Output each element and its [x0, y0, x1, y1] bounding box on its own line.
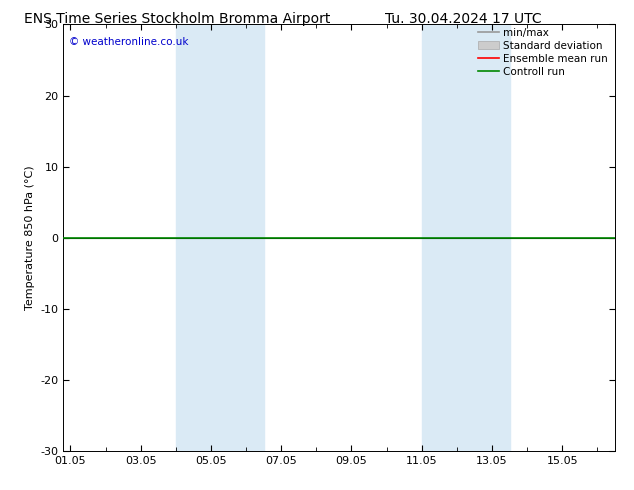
- Bar: [176, 24, 264, 451]
- Text: © weatheronline.co.uk: © weatheronline.co.uk: [69, 37, 188, 48]
- Legend: min/max, Standard deviation, Ensemble mean run, Controll run: min/max, Standard deviation, Ensemble me…: [476, 25, 610, 79]
- Bar: [422, 24, 510, 451]
- Y-axis label: Temperature 850 hPa (°C): Temperature 850 hPa (°C): [25, 165, 35, 310]
- Text: ENS Time Series Stockholm Bromma Airport: ENS Time Series Stockholm Bromma Airport: [24, 12, 331, 26]
- Text: Tu. 30.04.2024 17 UTC: Tu. 30.04.2024 17 UTC: [384, 12, 541, 26]
